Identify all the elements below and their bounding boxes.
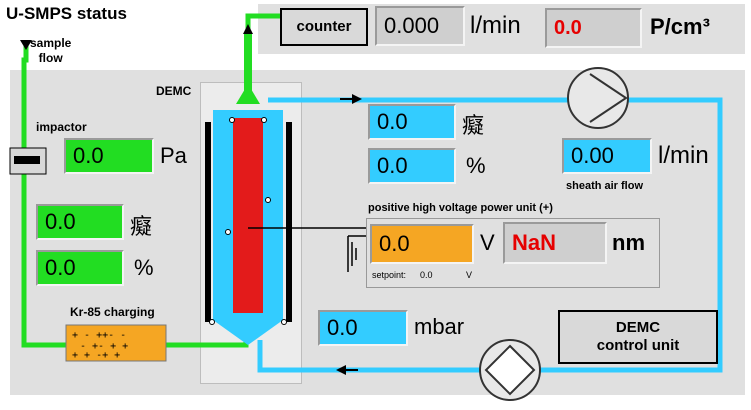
left-temperature-field: 0.0 (36, 204, 124, 240)
pressure-field: 0.0 (318, 310, 408, 346)
hv-voltage-unit: V (480, 230, 495, 255)
counter-flow-unit: l/min (470, 12, 521, 39)
sheath-temperature-unit: 癡 (462, 113, 485, 138)
counter-button[interactable]: counter (280, 8, 368, 46)
left-temperature-unit: 癡 (130, 214, 153, 239)
sheath-flow-unit: l/min (658, 142, 709, 169)
sheath-left-arrow (336, 365, 346, 375)
demc-electrode-frame-right (286, 122, 292, 322)
demc-electrode-frame-left (205, 122, 211, 322)
sheath-flow-field: 0.00 (562, 138, 652, 174)
sheath-right-arrow (352, 94, 362, 104)
sample-inlet-arrow (20, 40, 32, 50)
kr85-charger (65, 324, 167, 362)
hv-unit-label: positive high voltage power unit (+) (368, 202, 553, 214)
pump-icon (567, 67, 629, 129)
demc-control-unit-button[interactable]: DEMC control unit (558, 310, 718, 364)
svg-text:+ + -+ +: + + -+ + (72, 350, 120, 361)
counter-flow-field: 0.000 (375, 6, 465, 46)
impactor-label: impactor (36, 120, 87, 134)
particle-size-field: NaN (503, 222, 607, 264)
left-humidity-unit: % (134, 255, 154, 280)
hv-voltage-field: 0.0 (370, 224, 474, 264)
sheath-temperature-field: 0.0 (368, 104, 456, 140)
setpoint-label: setpoint: (372, 270, 407, 280)
svg-text:+ - ++- -: + - ++- - (72, 330, 126, 341)
particle-size-unit: nm (612, 230, 645, 255)
demc-center-rod (233, 118, 263, 313)
top-up-arrow (243, 24, 253, 34)
demc-label: DEMC (156, 84, 192, 98)
page-title: U-SMPS status (6, 4, 127, 23)
sheath-humidity-unit: % (466, 153, 486, 178)
pressure-unit: mbar (414, 314, 465, 339)
counter-concentration-unit: P/cm³ (650, 14, 710, 39)
impactor-pressure-unit: Pa (160, 143, 187, 168)
sheath-pipe (257, 97, 723, 373)
impactor-pressure-field: 0.0 (64, 138, 154, 174)
sample-pipe-top (245, 13, 280, 95)
setpoint-value: 0.0 (420, 270, 433, 280)
kr85-label: Kr-85 charging (70, 305, 155, 319)
sheath-humidity-field: 0.0 (368, 148, 456, 184)
svg-text:- +- + +: - +- + + (80, 341, 128, 352)
sample-pipe-left (21, 40, 249, 348)
sheath-air-flow-label: sheath air flow (566, 180, 644, 192)
sample-flow-label: sample flow (30, 36, 72, 65)
counter-concentration-field: 0.0 (545, 8, 642, 48)
setpoint-unit: V (466, 270, 473, 280)
left-humidity-field: 0.0 (36, 250, 124, 286)
